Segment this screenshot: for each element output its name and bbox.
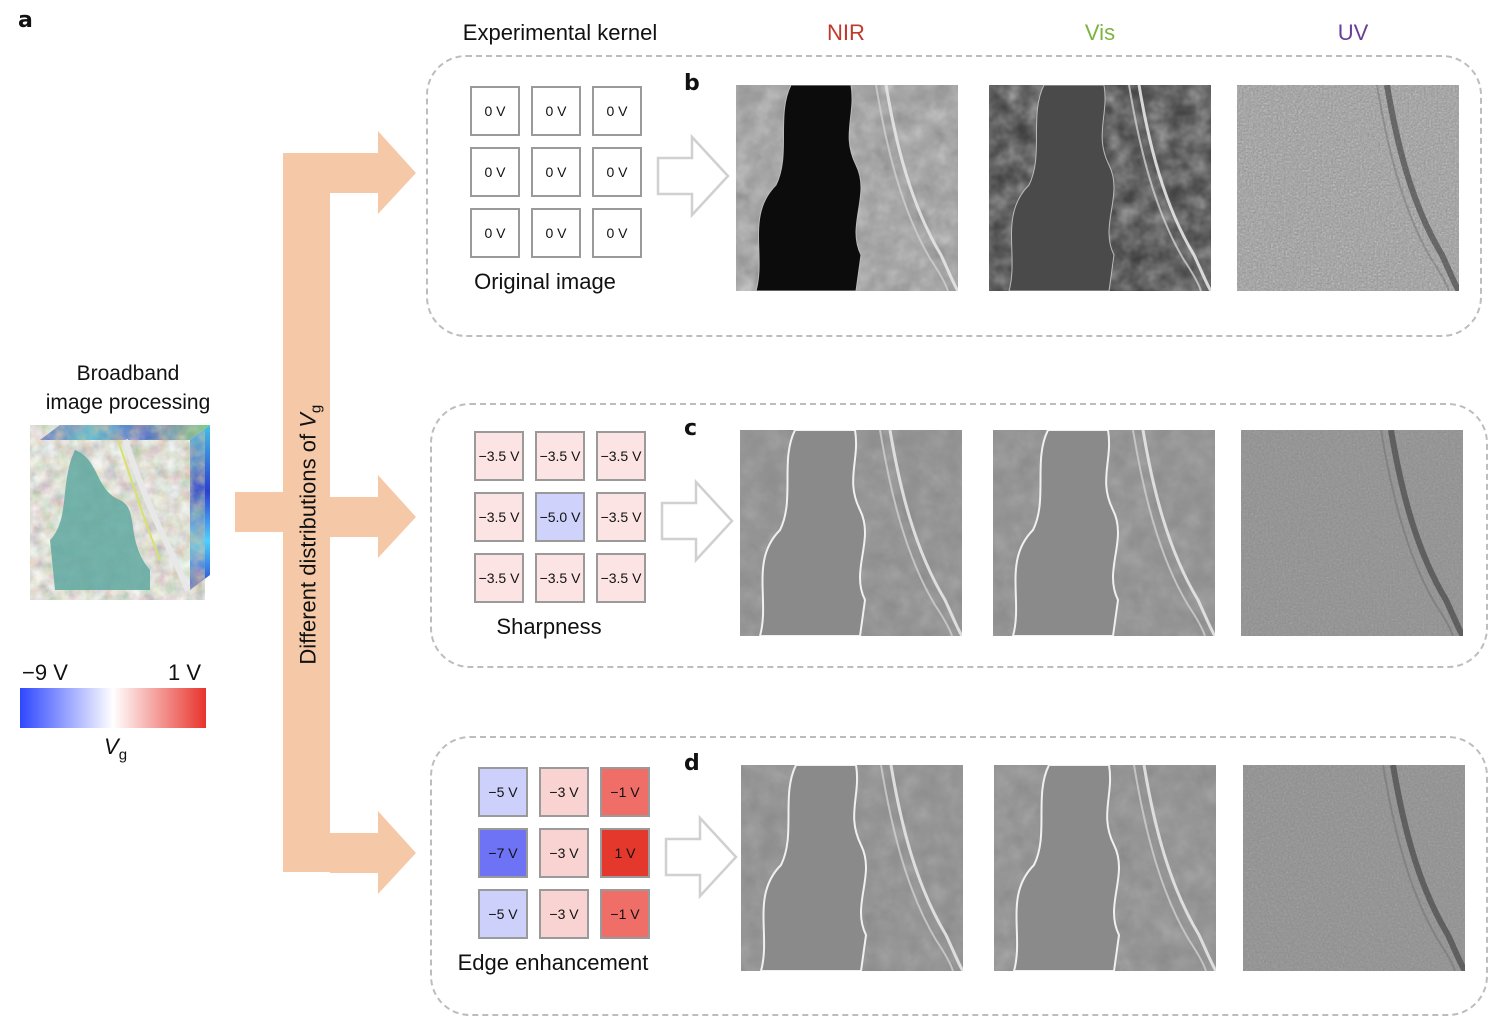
uv-column-header: UV (1337, 20, 1369, 45)
panel-d-frame (430, 736, 1488, 1016)
kernel-cell: 0 V (470, 147, 520, 197)
panel-c-uv-image (1241, 430, 1463, 636)
kernel-cell: −3.5 V (474, 492, 524, 542)
kernel-cell: 0 V (470, 208, 520, 258)
panel-b-frame (426, 55, 1482, 337)
nir-column-header: NIR (827, 20, 865, 45)
colorbar-min-label: −9 V (22, 660, 68, 685)
kernel-cell: 0 V (592, 86, 642, 136)
process-arrow-icon (660, 478, 734, 564)
branch-arrow-shape-4 (330, 811, 416, 894)
kernel-cell: −3 V (539, 767, 589, 817)
kernel-cell: −3 V (539, 828, 589, 878)
branch-arrow-shape-0 (235, 492, 285, 532)
branch-arrow-shape-1 (283, 153, 330, 872)
kernel-cell: 0 V (592, 147, 642, 197)
kernel-label: Original image (474, 269, 616, 294)
arrow-label: Different distributions of Vg (295, 404, 325, 665)
process-arrow-icon (656, 133, 730, 219)
panel-c-frame (430, 403, 1488, 668)
panel-c-vis-image (993, 430, 1215, 636)
kernel-label: Edge enhancement (457, 950, 649, 975)
panel-b-uv-image (1237, 85, 1459, 291)
colorbar-variable-label: Vg (104, 734, 128, 764)
kernel-cell: −3.5 V (596, 553, 646, 603)
panel-b-vis-image (989, 85, 1211, 291)
panel-b-nir-image (736, 85, 958, 291)
panel-d-label: d (684, 751, 700, 776)
kernel-cell: −1 V (600, 889, 650, 939)
panel-d-uv-image (1243, 765, 1465, 971)
kernel-cell: 0 V (531, 208, 581, 258)
kernel-cell: 0 V (531, 147, 581, 197)
kernel-cell: −3 V (539, 889, 589, 939)
kernel-cell: −3.5 V (535, 431, 585, 481)
vis-column-header: Vis (1084, 20, 1116, 45)
process-arrow-icon (664, 814, 738, 900)
kernel-label: Sharpness (496, 614, 602, 639)
kernel-cell: −3.5 V (474, 553, 524, 603)
panel-a-label: a (18, 8, 33, 33)
hyperspectral-cube-image (40, 425, 210, 592)
panel-d-nir-image (741, 765, 963, 971)
kernel-cell: −3.5 V (474, 431, 524, 481)
branch-arrow-shape-3 (330, 475, 416, 558)
kernel-cell: −1 V (600, 767, 650, 817)
left-title-line2: image processing (45, 391, 211, 414)
colorbar (20, 688, 206, 728)
branch-arrow-shape-2 (330, 131, 416, 214)
panel-c-label: c (684, 416, 698, 441)
panel-c-nir-image (740, 430, 962, 636)
colorbar-max-label: 1 V (168, 660, 202, 685)
kernel-cell: −3.5 V (596, 492, 646, 542)
kernel-column-header: Experimental kernel (462, 20, 658, 45)
kernel-cell: 0 V (592, 208, 642, 258)
kernel-cell: −5 V (478, 889, 528, 939)
left-title-line1: Broadband (76, 362, 180, 385)
kernel-cell: −3.5 V (535, 553, 585, 603)
kernel-cell: −3.5 V (596, 431, 646, 481)
panel-d-vis-image (994, 765, 1216, 971)
kernel-cell: −5 V (478, 767, 528, 817)
kernel-cell: −7 V (478, 828, 528, 878)
kernel-cell: 0 V (531, 86, 581, 136)
kernel-cell: 0 V (470, 86, 520, 136)
kernel-cell: −5.0 V (535, 492, 585, 542)
panel-b-label: b (684, 71, 700, 96)
kernel-cell: 1 V (600, 828, 650, 878)
